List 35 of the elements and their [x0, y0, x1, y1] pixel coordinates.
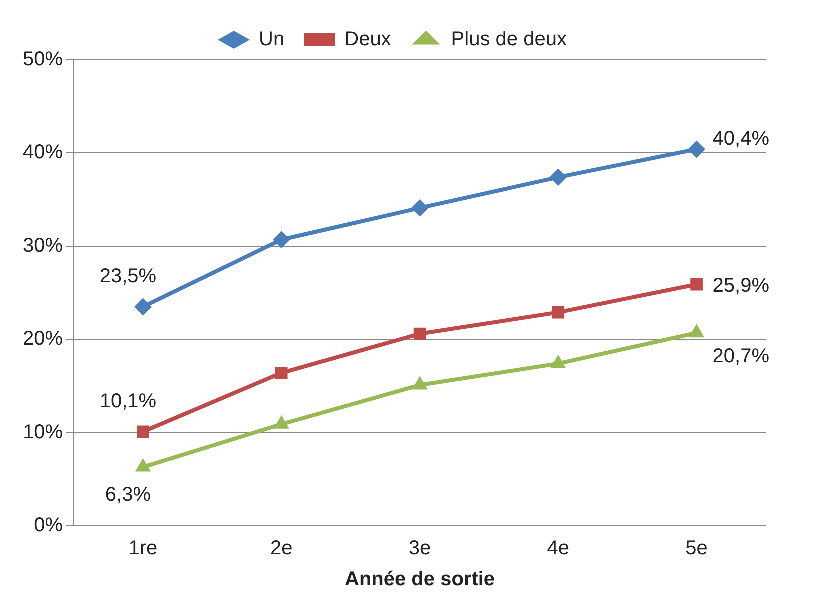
y-tick-label: 30%: [23, 234, 64, 257]
point: [412, 376, 428, 390]
legend-label: Plus de deux: [451, 28, 567, 51]
data-label: 20,7%: [712, 346, 770, 368]
data-label: 25,9%: [712, 275, 770, 298]
y-tick-label: 50%: [23, 48, 64, 71]
x-axis-title: Année de sortie: [344, 568, 496, 591]
data-label: 10,1%: [100, 390, 157, 412]
y-tick-label: 10%: [23, 421, 64, 444]
point: [550, 355, 566, 368]
point: [273, 231, 290, 248]
data-label: 40,4%: [712, 128, 770, 150]
point: [412, 200, 429, 217]
y-tick-label: 0%: [34, 514, 64, 537]
x-tick-label: 2e: [270, 538, 293, 560]
y-tick-label: 40%: [23, 142, 64, 164]
point: [275, 366, 288, 380]
point: [414, 328, 426, 340]
data-label: 6,3%: [105, 484, 152, 506]
point: [134, 298, 152, 316]
point: [274, 416, 290, 429]
y-tick-label: 20%: [23, 328, 64, 350]
point: [689, 324, 704, 338]
point: [136, 458, 151, 472]
point: [690, 278, 703, 291]
legend-label: Un: [259, 28, 285, 51]
point: [550, 168, 567, 186]
legend-label: Deux: [344, 28, 392, 51]
point: [552, 306, 565, 319]
point: [688, 140, 706, 158]
x-tick-label: 3e: [408, 538, 432, 560]
x-tick-label: 1re: [128, 538, 158, 560]
x-tick-label: 4e: [547, 538, 570, 560]
x-tick-label: 5e: [686, 538, 708, 560]
data-label: 23,5%: [100, 265, 157, 288]
